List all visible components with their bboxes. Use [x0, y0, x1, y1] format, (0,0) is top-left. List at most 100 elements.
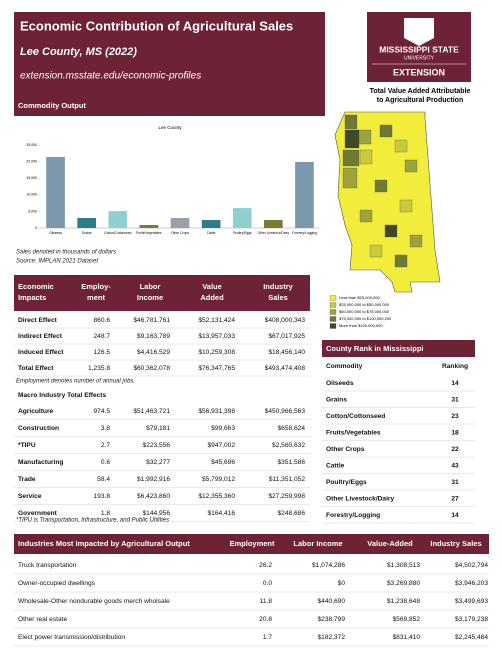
table-header: Industry Sales [430, 539, 481, 548]
table-cell: $12,355,360 [198, 493, 235, 500]
rank-cell: Oilseeds [326, 380, 354, 387]
logo-text: MISSISSIPPI STATE [379, 44, 459, 54]
legend-swatch [329, 309, 337, 315]
x-tick-label: Oilseeds [49, 231, 62, 235]
table-cell: $3,269,880 [387, 580, 420, 587]
table-cell: Government [18, 510, 58, 517]
table-cell: 193.8 [93, 493, 110, 500]
rank-header: Ranking [442, 363, 468, 370]
x-tick-label: Poultry/Eggs [233, 231, 252, 235]
table-cell: $6,423,860 [137, 493, 170, 500]
table-cell: $3,499,693 [455, 598, 488, 605]
table-cell: $99,663 [211, 425, 235, 432]
table-cell: $67,017,925 [268, 333, 305, 340]
table-cell: $27,259,998 [268, 493, 305, 500]
table-cell: 11.8 [260, 598, 273, 605]
table-header: Labor Income [293, 539, 342, 548]
table-cell: $0 [338, 580, 346, 587]
bar [77, 218, 96, 228]
table-cell: $10,259,308 [198, 349, 235, 356]
table-header: Impacts [18, 293, 46, 302]
table-cell: $182,372 [317, 634, 345, 641]
note: Source: IMPLAN 2021 Dataset [16, 259, 98, 265]
legend-label: $50,000,000 to $75,000,000 [339, 309, 390, 314]
map-title: to Agricultural Production [377, 97, 463, 104]
table-cell: $569,852 [392, 616, 420, 623]
bar [139, 225, 159, 228]
table-cell: 1.8 [101, 510, 110, 517]
rank-header: Commodity [326, 363, 363, 370]
x-tick-label: Cattle [207, 231, 216, 235]
table-header: Industries Most Impacted by Agricultural… [18, 539, 190, 548]
table-cell: 248.7 [93, 333, 110, 340]
section-bar [14, 96, 325, 116]
rank-cell: Grains [326, 396, 347, 403]
table-cell: $18,456,140 [268, 349, 305, 356]
rank-cell: 43 [451, 462, 459, 469]
table-cell: $164,416 [207, 510, 235, 517]
legend-swatch [329, 316, 337, 322]
industries-header [14, 534, 489, 554]
note: Employment denotes number of annual jobs… [16, 379, 135, 385]
table-cell: $60,362,078 [133, 365, 170, 372]
table-header: Employ- [81, 282, 111, 291]
table-header: Employment [229, 539, 275, 548]
table-cell: Trade [18, 476, 36, 483]
table-cell: $4,502,794 [455, 562, 488, 569]
rank-cell: 14 [451, 380, 459, 387]
bar [201, 220, 221, 228]
x-tick-label: Fruits/Vegetables [136, 231, 162, 235]
table-header: Added [200, 293, 224, 302]
table-cell: $1,074,286 [312, 562, 345, 569]
table-cell: $440,690 [317, 598, 345, 605]
note: *TIPU is Transportation, Infrastructure,… [16, 518, 169, 524]
x-tick-label: Other Crops [171, 231, 189, 235]
rank-cell: 31 [451, 479, 459, 486]
table-cell: $408,000,343 [265, 317, 306, 324]
table-header: Income [137, 293, 163, 302]
table-cell: $79,181 [146, 425, 170, 432]
table-header: Sales [268, 293, 288, 302]
table-cell: 2.7 [101, 442, 110, 449]
table-cell: Service [18, 493, 42, 500]
rank-cell: 18 [451, 429, 459, 436]
rank-cell: Other Livestock/Dairy [326, 495, 394, 502]
table-cell: 0.6 [101, 459, 110, 466]
table-cell: Construction [18, 425, 59, 432]
y-tick-label: 10,000 [26, 193, 37, 197]
url: extension.msstate.edu/economic-profiles [20, 71, 201, 82]
table-header: Value-Added [367, 539, 413, 548]
table-cell: Other real estate [18, 616, 67, 623]
x-tick-label: Forestry/Logging [292, 231, 317, 235]
table-cell: 860.6 [93, 317, 110, 324]
table-cell: $248,686 [277, 510, 305, 517]
impacts-header [14, 275, 310, 311]
rank-cell: Forestry/Logging [326, 512, 380, 519]
table-cell: $144,956 [142, 510, 170, 517]
subtitle: Lee County, MS (2022) [20, 46, 137, 58]
table-cell: $493,474,408 [265, 365, 306, 372]
logo-text: UNIVERSITY [404, 55, 435, 61]
header-banner [14, 12, 325, 96]
rank-cell: 22 [451, 446, 459, 453]
bar [46, 156, 65, 228]
y-tick-label: 5,000 [28, 209, 37, 213]
table-cell: $56,931,398 [198, 408, 235, 415]
table-cell: Agriculture [18, 408, 54, 415]
table-cell: 3.8 [101, 425, 110, 432]
table-cell: *TIPU [18, 442, 36, 449]
x-tick-label: Grains [82, 231, 92, 235]
table-cell: $4,416,529 [137, 349, 170, 356]
y-tick-label: 25,000 [26, 143, 37, 147]
legend-swatch [329, 295, 337, 301]
table-cell: $32,277 [146, 459, 170, 466]
bar [232, 208, 252, 228]
table-cell: $13,957,033 [198, 333, 235, 340]
table-cell: $5,799,012 [202, 476, 235, 483]
table-cell: 974.5 [93, 408, 110, 415]
table-cell: Truck transportation [18, 562, 77, 569]
legend-swatch [329, 302, 337, 308]
x-tick-label: Cotton/Cottonseed [104, 231, 132, 235]
table-cell: $658,624 [277, 425, 305, 432]
